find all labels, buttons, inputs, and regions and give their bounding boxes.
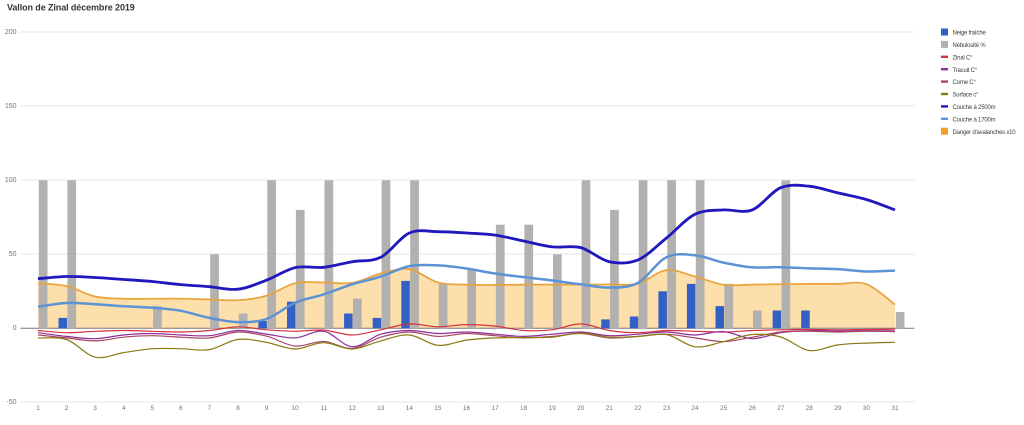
svg-text:12: 12 (349, 405, 357, 412)
svg-text:Zinal C°: Zinal C° (953, 55, 974, 61)
svg-text:Couche à 1700m: Couche à 1700m (953, 117, 996, 123)
svg-text:-50: -50 (6, 399, 16, 406)
svg-text:20: 20 (577, 405, 585, 412)
svg-text:18: 18 (520, 405, 528, 412)
svg-text:2: 2 (65, 405, 69, 412)
svg-text:Danger d'avalanches x10: Danger d'avalanches x10 (953, 130, 1017, 136)
svg-text:100: 100 (5, 177, 17, 184)
svg-text:16: 16 (463, 405, 471, 412)
svg-text:Neige fraîche: Neige fraîche (953, 31, 987, 37)
svg-text:23: 23 (663, 405, 671, 412)
svg-text:15: 15 (434, 405, 442, 412)
svg-text:19: 19 (549, 405, 557, 412)
svg-text:1: 1 (36, 405, 40, 412)
svg-text:14: 14 (406, 405, 414, 412)
svg-text:3: 3 (93, 405, 97, 412)
svg-text:27: 27 (777, 405, 785, 412)
svg-text:22: 22 (634, 405, 642, 412)
svg-text:6: 6 (179, 405, 183, 412)
svg-text:28: 28 (806, 405, 814, 412)
svg-text:9: 9 (265, 405, 269, 412)
svg-text:7: 7 (208, 405, 212, 412)
svg-text:26: 26 (749, 405, 757, 412)
svg-text:150: 150 (5, 103, 17, 110)
svg-text:0: 0 (13, 325, 17, 332)
svg-text:Corne C°: Corne C° (953, 80, 977, 86)
svg-text:Vallon de Zinal décembre 2019: Vallon de Zinal décembre 2019 (7, 2, 135, 12)
svg-text:17: 17 (491, 405, 499, 412)
svg-text:11: 11 (320, 405, 327, 412)
svg-text:Tracuit C°: Tracuit C° (953, 68, 978, 74)
svg-text:50: 50 (9, 251, 17, 258)
svg-text:Surface c°: Surface c° (953, 93, 980, 99)
svg-text:31: 31 (891, 405, 899, 412)
svg-text:Nébulosité %: Nébulosité % (953, 43, 987, 49)
svg-text:10: 10 (291, 405, 299, 412)
svg-text:29: 29 (834, 405, 842, 412)
svg-text:13: 13 (377, 405, 385, 412)
svg-text:4: 4 (122, 405, 126, 412)
svg-text:5: 5 (150, 405, 154, 412)
svg-text:30: 30 (863, 405, 871, 412)
svg-text:25: 25 (720, 405, 728, 412)
svg-text:Couche à 2500m: Couche à 2500m (953, 105, 996, 111)
svg-text:24: 24 (691, 405, 699, 412)
svg-text:200: 200 (5, 29, 17, 36)
svg-text:21: 21 (606, 405, 614, 412)
svg-text:8: 8 (236, 405, 240, 412)
